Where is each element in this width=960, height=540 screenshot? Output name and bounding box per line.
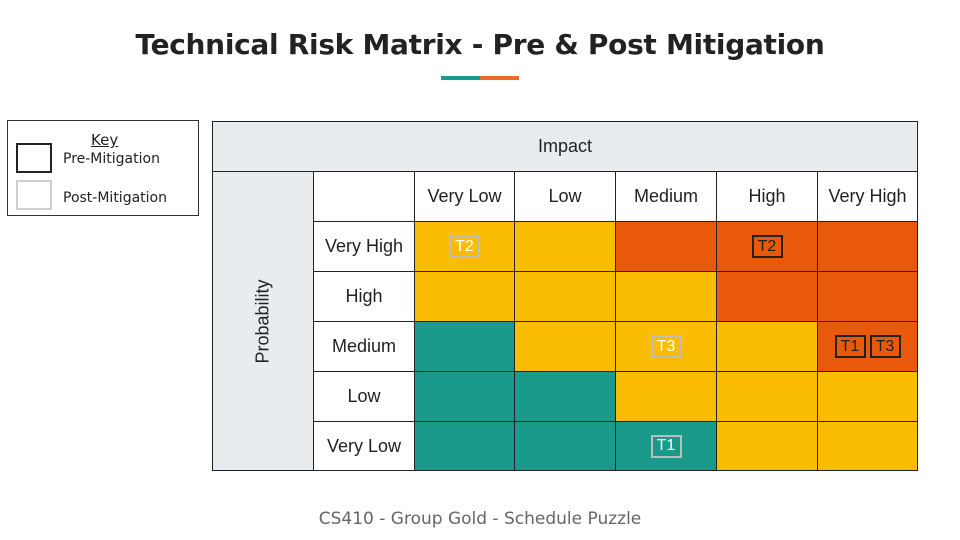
impact-level-label: Very Low: [427, 186, 502, 206]
risk-cell-r1-c4: [817, 271, 918, 322]
probability-level-label: Very High: [324, 236, 404, 256]
probability-level-label: Medium: [331, 336, 397, 356]
pre-mitigation-label: Pre-Mitigation: [63, 151, 160, 167]
pre-mitigation-swatch: [16, 143, 52, 173]
title-accent-teal: [441, 76, 480, 80]
footer-text: CS410 - Group Gold - Schedule Puzzle: [318, 509, 642, 529]
risk-cell-r4-c3: [716, 421, 818, 471]
risk-cell-r1-c3: [716, 271, 818, 322]
impact-level-2: Medium: [615, 171, 717, 222]
probability-level-0: Very High: [313, 221, 415, 272]
risk-cell-r2-c4: T1 T3: [817, 321, 918, 372]
impact-header-label: Impact: [537, 136, 593, 156]
impact-level-label: Medium: [633, 186, 699, 206]
impact-level-3: High: [716, 171, 818, 222]
risk-cell-r2-c0: [414, 321, 515, 372]
risk-cell-r3-c3: [716, 371, 818, 422]
pre-mitigation-tag-t2: T2: [751, 235, 783, 258]
risk-cell-r2-c2: T3: [615, 321, 717, 372]
legend-key: Key Pre-Mitigation Post-Mitigation: [7, 120, 199, 216]
post-mitigation-swatch: [16, 180, 52, 210]
corner-cell: [313, 171, 415, 222]
page-title: Technical Risk Matrix - Pre & Post Mitig…: [135, 28, 825, 61]
probability-level-2: Medium: [313, 321, 415, 372]
probability-header-label: Probability: [252, 278, 273, 364]
risk-cell-r4-c1: [514, 421, 616, 471]
risk-cell-r3-c4: [817, 371, 918, 422]
impact-level-label: High: [748, 186, 786, 206]
legend-title: Key: [91, 131, 119, 149]
impact-header: Impact: [212, 121, 918, 172]
probability-level-4: Very Low: [313, 421, 415, 471]
probability-header: Probability: [212, 171, 314, 471]
post-mitigation-tag-t2: T2: [449, 235, 480, 258]
risk-cell-r4-c2: T1: [615, 421, 717, 471]
risk-cell-r3-c1: [514, 371, 616, 422]
risk-cell-r4-c0: [414, 421, 515, 471]
probability-level-1: High: [313, 271, 415, 322]
risk-cell-r0-c0: T2: [414, 221, 515, 272]
risk-cell-r0-c3: T2: [716, 221, 818, 272]
pre-mitigation-tag-t3: T3: [869, 335, 901, 358]
impact-level-0: Very Low: [414, 171, 515, 222]
probability-level-label: Very Low: [326, 435, 402, 456]
probability-level-3: Low: [313, 371, 415, 422]
risk-cell-r1-c1: [514, 271, 616, 322]
risk-cell-r2-c3: [716, 321, 818, 372]
impact-level-label: Low: [548, 186, 582, 206]
post-mitigation-tag-t1: T1: [650, 434, 682, 458]
probability-level-label: Low: [347, 386, 381, 406]
risk-cell-r0-c1: [514, 221, 616, 272]
post-mitigation-tag-t3: T3: [650, 335, 682, 358]
impact-level-4: Very High: [817, 171, 918, 222]
post-mitigation-label: Post-Mitigation: [63, 190, 167, 206]
risk-cell-r3-c2: [615, 371, 717, 422]
title-accent-orange: [480, 76, 519, 80]
probability-level-label: High: [345, 286, 383, 306]
impact-level-label: Very High: [828, 186, 907, 206]
pre-mitigation-tag-t1: T1: [834, 335, 866, 358]
risk-cell-r0-c4: [817, 221, 918, 272]
risk-cell-r1-c2: [615, 271, 717, 322]
impact-level-1: Low: [514, 171, 616, 222]
risk-cell-r3-c0: [414, 371, 515, 422]
risk-cell-r1-c0: [414, 271, 515, 322]
risk-cell-r0-c2: [615, 221, 717, 272]
risk-cell-r4-c4: [817, 421, 918, 471]
risk-cell-r2-c1: [514, 321, 616, 372]
